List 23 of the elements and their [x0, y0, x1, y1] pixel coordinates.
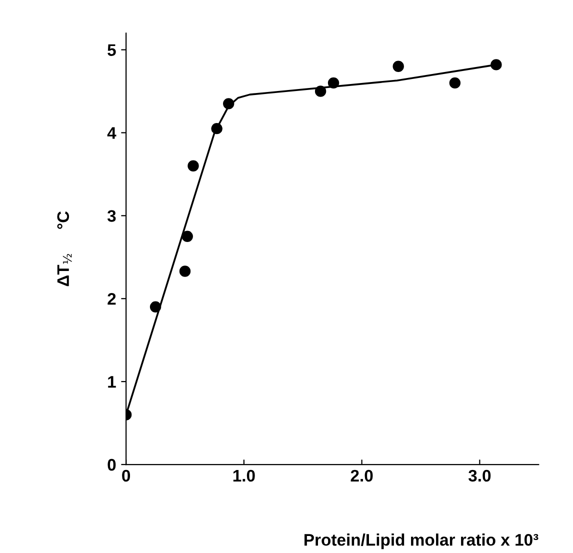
- y-tick-label: 5: [108, 44, 116, 56]
- text: ΔT$_{½}$ °C: [57, 211, 72, 286]
- x-tick-label: 1.0: [233, 470, 255, 482]
- y-tick-label: 2: [108, 293, 116, 305]
- point: [490, 59, 502, 70]
- x-tick-label: 2.0: [350, 470, 373, 482]
- point: [314, 86, 326, 97]
- x-axis-title: Protein/Lipid molar ratio x 10³: [304, 534, 538, 550]
- point: [328, 77, 340, 89]
- y-tick-label: 0: [108, 458, 116, 471]
- point: [188, 160, 199, 172]
- point: [392, 60, 404, 72]
- x-tick-label: 0: [122, 470, 130, 482]
- point: [211, 122, 222, 134]
- point: [182, 230, 193, 242]
- x-tick-label: 3.0: [468, 470, 491, 482]
- y-tick-label: 1: [108, 376, 116, 388]
- y-tick-label: 4: [107, 127, 116, 139]
- point: [150, 301, 162, 313]
- point: [223, 98, 234, 110]
- y-tick-label: 3: [107, 210, 116, 222]
- point: [179, 266, 191, 277]
- point: [449, 77, 461, 89]
